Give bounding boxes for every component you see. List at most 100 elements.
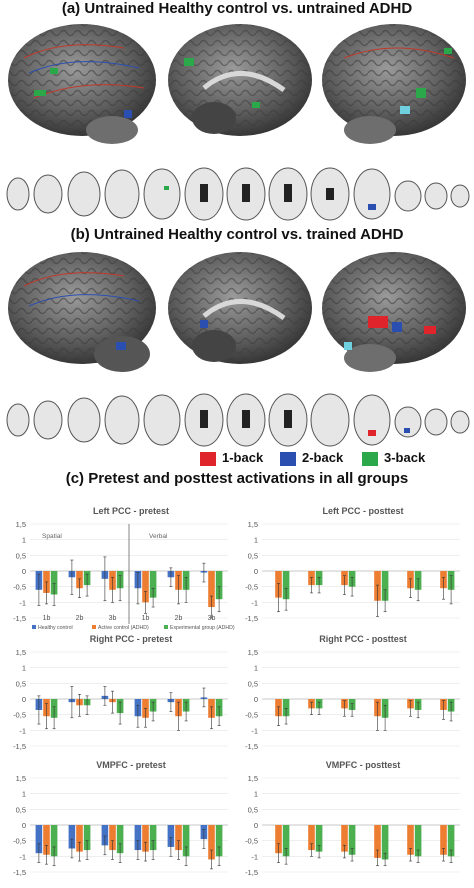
bar [208, 571, 215, 608]
chart-title: Left PCC - posttest [323, 506, 404, 516]
y-tick-label: 0,5 [248, 805, 258, 814]
bar [275, 825, 282, 854]
y-tick-label: -0,5 [13, 711, 26, 720]
y-tick-label: 1,5 [16, 774, 26, 783]
y-tick-label: 0 [22, 695, 26, 704]
bar [315, 825, 323, 852]
y-tick-label: 1,5 [248, 520, 258, 529]
bar [149, 825, 157, 851]
y-tick-label: 1 [22, 790, 26, 799]
bar [149, 571, 157, 598]
bar-legend-label: Healthy control [38, 625, 73, 631]
x-tick-label: 3b [109, 615, 117, 622]
legend-2back: 2-back [280, 450, 343, 466]
y-tick-label: 1 [254, 664, 258, 673]
y-tick-label: -1 [19, 852, 26, 861]
y-tick-label: -1 [251, 852, 258, 861]
chart-0: Left PCC - pretest 1,5 1 0,5 0 -0,5 -1 -1,5 1b 2b… [13, 506, 235, 631]
bar [440, 825, 447, 855]
group-label-spatial: Spatial [42, 533, 62, 540]
y-tick-label: 1,5 [248, 648, 258, 657]
y-tick-label: 1 [22, 536, 26, 545]
y-tick-label: -1,5 [245, 614, 258, 623]
bar [348, 825, 356, 855]
chart-title: Right PCC - pretest [90, 634, 173, 644]
chart-3: Right PCC - posttest 1,5 1 0,5 0 -0,5 -1 -1,5 [245, 634, 460, 751]
y-tick-label: -1,5 [245, 742, 258, 751]
bar [68, 825, 76, 849]
y-tick-label: 0 [22, 821, 26, 830]
y-tick-label: 1,5 [248, 774, 258, 783]
chart-title: VMPFC - pretest [96, 760, 166, 770]
brain-legend: 1-back 2-back 3-back [0, 450, 474, 466]
panel-a-brain-renderings [8, 24, 466, 144]
chart-1: Left PCC - posttest 1,5 1 0,5 0 -0,5 -1 -1,5 [245, 506, 460, 623]
chart-title: Left PCC - pretest [93, 506, 169, 516]
bar [407, 825, 414, 855]
bar-legend-label: Experimental group (ADHD) [170, 625, 235, 631]
y-tick-label: 0,5 [16, 805, 26, 814]
bar [142, 571, 149, 603]
x-tick-label: 2b [175, 615, 183, 622]
bar [447, 825, 455, 857]
y-tick-label: -0,5 [13, 837, 26, 846]
bar [374, 825, 381, 858]
y-tick-label: -1 [19, 726, 26, 735]
y-tick-label: -1 [251, 598, 258, 607]
y-tick-label: 1 [22, 664, 26, 673]
bar [35, 825, 43, 854]
bar [43, 825, 50, 855]
brain-medial [168, 252, 312, 364]
bar [282, 699, 290, 717]
bar [215, 825, 223, 857]
y-tick-label: -0,5 [245, 583, 258, 592]
x-tick-label: 2b [76, 615, 84, 622]
chart-2: Right PCC - pretest 1,5 1 0,5 0 -0,5 -1 -1,5 [13, 634, 228, 751]
y-tick-label: 1,5 [16, 648, 26, 657]
x-tick-label: 1b [142, 615, 150, 622]
swatch-3back [362, 451, 378, 466]
panel-a-axial-slices [6, 167, 470, 221]
y-tick-label: 0 [254, 821, 258, 830]
chart-title: VMPFC - posttest [326, 760, 401, 770]
chart-title: Right PCC - posttest [319, 634, 407, 644]
bar [414, 825, 422, 857]
y-tick-label: 0,5 [248, 551, 258, 560]
x-tick-label: 1b [43, 615, 51, 622]
bar [142, 825, 149, 852]
brain-lateral-left [8, 24, 156, 144]
y-tick-label: -1 [19, 598, 26, 607]
y-tick-label: -1,5 [13, 614, 26, 623]
bar [175, 825, 182, 851]
legend-3back-label: 3-back [384, 450, 426, 465]
bar-legend-label: Active control (ADHD) [98, 625, 149, 631]
bar [381, 571, 389, 601]
y-tick-label: 0,5 [248, 679, 258, 688]
chart-5: VMPFC - posttest 1,5 1 0,5 0 -0,5 -1 -1,5 [245, 760, 460, 877]
y-tick-label: 0 [254, 695, 258, 704]
bar [134, 825, 142, 851]
bar-legend-swatch [32, 625, 36, 629]
bar [308, 825, 315, 851]
panel-b-title: (b) Untrained Healthy control vs. traine… [70, 226, 404, 243]
legend-3back: 3-back [362, 450, 425, 466]
y-tick-label: -1,5 [13, 742, 26, 751]
bar [50, 571, 58, 595]
chart-4: VMPFC - pretest 1,5 1 0,5 0 -0,5 -1 -1,5 [13, 760, 228, 877]
y-tick-label: -0,5 [245, 711, 258, 720]
y-tick-label: 1 [254, 790, 258, 799]
brain-lateral-right [322, 24, 466, 144]
bar [215, 571, 223, 600]
y-tick-label: 1,5 [16, 520, 26, 529]
bar [282, 825, 290, 857]
bar [182, 825, 190, 857]
bar [76, 825, 83, 852]
x-tick-label: 3b [208, 615, 216, 622]
bar [341, 825, 348, 852]
brain-lateral-left [8, 252, 156, 372]
y-tick-label: 0 [22, 567, 26, 576]
bar [208, 825, 215, 860]
y-tick-label: -0,5 [13, 583, 26, 592]
y-tick-label: -0,5 [245, 837, 258, 846]
group-label-verbal: Verbal [149, 533, 168, 540]
